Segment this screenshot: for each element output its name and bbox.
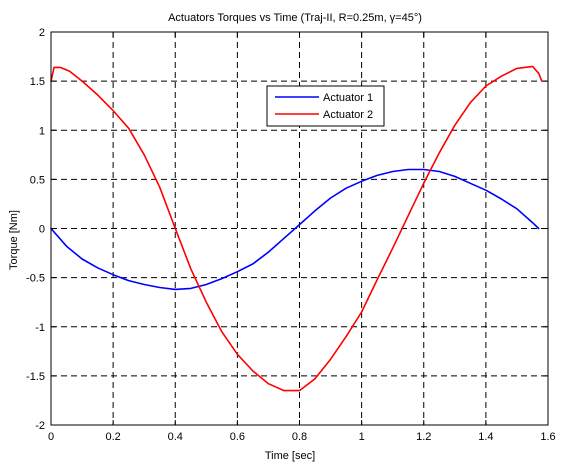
y-tick-label: 1.5 [30,76,45,88]
x-tick-label: 0 [48,431,54,443]
y-tick-label: 2 [39,27,45,39]
y-tick-label: 0 [39,224,45,236]
y-tick-label: 1 [39,125,45,137]
y-tick-label: -1.5 [26,371,45,383]
x-tick-label: 0.6 [230,431,245,443]
y-tick-label: 0.5 [30,174,45,186]
x-tick-label: 1.6 [540,431,555,443]
chart-title: Actuators Torques vs Time (Traj-II, R=0.… [168,12,422,24]
x-tick-label: 0.2 [105,431,120,443]
x-tick-label: 0.8 [292,431,307,443]
y-tick-label: -1 [35,322,45,334]
series-line-1 [50,168,540,291]
legend: Actuator 1 Actuator 2 [266,85,385,127]
tick-labels: 0 0.2 0.4 0.6 0.8 1 1.2 1.4 1.6 -2 -1.5 -1 -0.5 0 0.5 1… [26,27,556,443]
y-tick-label: -2 [35,420,45,432]
y-axis-label: Torque [Nm] [8,210,20,270]
legend-label-1: Actuator 1 [323,92,373,104]
ticks [50,31,549,426]
x-tick-label: 1.2 [416,431,431,443]
x-tick-label: 1.4 [478,431,493,443]
series-line-2 [50,65,543,392]
x-axis-label: Time [sec] [265,450,315,462]
x-tick-label: 1 [359,431,365,443]
legend-box [266,85,385,127]
y-tick-label: -0.5 [26,273,45,285]
series-layer [50,65,543,392]
legend-label-2: Actuator 2 [323,109,373,121]
x-tick-label: 0.4 [168,431,183,443]
